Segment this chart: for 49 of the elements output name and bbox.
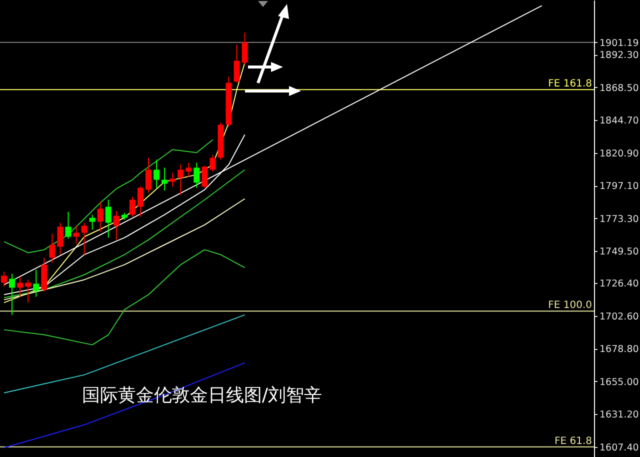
y-tick-label: 1797.10 xyxy=(600,181,639,192)
candlestick xyxy=(57,222,64,256)
ref-line-label: FE 61.8 xyxy=(554,436,592,447)
candlestick xyxy=(186,162,192,178)
candlestick xyxy=(33,269,40,298)
candlestick xyxy=(49,233,56,264)
y-tick-label: 1702.60 xyxy=(600,311,639,322)
candlestick xyxy=(65,211,72,240)
y-tick-label: 1726.40 xyxy=(600,278,639,290)
candlestick xyxy=(194,162,200,188)
line-series xyxy=(4,249,246,346)
y-tick-label: 1655.00 xyxy=(600,376,639,388)
candlestick xyxy=(242,32,248,66)
candlestick xyxy=(210,154,216,172)
candlestick xyxy=(25,279,32,304)
candlestick xyxy=(146,157,152,194)
y-tick-label: 1901.19 xyxy=(600,38,639,49)
candlestick xyxy=(73,225,80,244)
y-tick-label: 1892.30 xyxy=(600,50,639,62)
candlestick xyxy=(97,201,104,232)
candlestick xyxy=(137,186,144,218)
y-tick-label: 1749.50 xyxy=(600,246,639,258)
line-series xyxy=(4,169,246,298)
candlestick xyxy=(89,214,96,230)
y-tick-label: 1631.20 xyxy=(600,410,639,421)
candlestick xyxy=(105,199,112,238)
candlestick xyxy=(9,273,16,316)
candlestick xyxy=(162,167,168,192)
candlestick xyxy=(81,222,88,256)
y-tick-label: 1868.50 xyxy=(600,82,639,94)
y-tick-label: 1678.80 xyxy=(600,344,639,356)
candlestick xyxy=(178,164,184,196)
line-series xyxy=(4,198,246,300)
y-tick-label: 1844.70 xyxy=(600,116,639,127)
candlestick xyxy=(234,44,240,84)
candlestick xyxy=(170,172,176,188)
candlestick xyxy=(1,271,8,288)
candlestick xyxy=(154,159,160,188)
y-tick-label: 1773.30 xyxy=(600,214,639,225)
ref-line-label: FE 161.8 xyxy=(548,78,592,90)
candlestick xyxy=(113,210,120,240)
candlestick xyxy=(17,276,24,298)
line-series xyxy=(4,139,214,254)
ref-line-label: FE 100.0 xyxy=(548,300,592,312)
candlestick xyxy=(202,165,208,188)
y-tick-label: 1607.40 xyxy=(600,442,639,454)
line-series xyxy=(4,362,246,448)
candlestick xyxy=(129,196,136,218)
y-tick-label: 1820.90 xyxy=(600,148,639,160)
